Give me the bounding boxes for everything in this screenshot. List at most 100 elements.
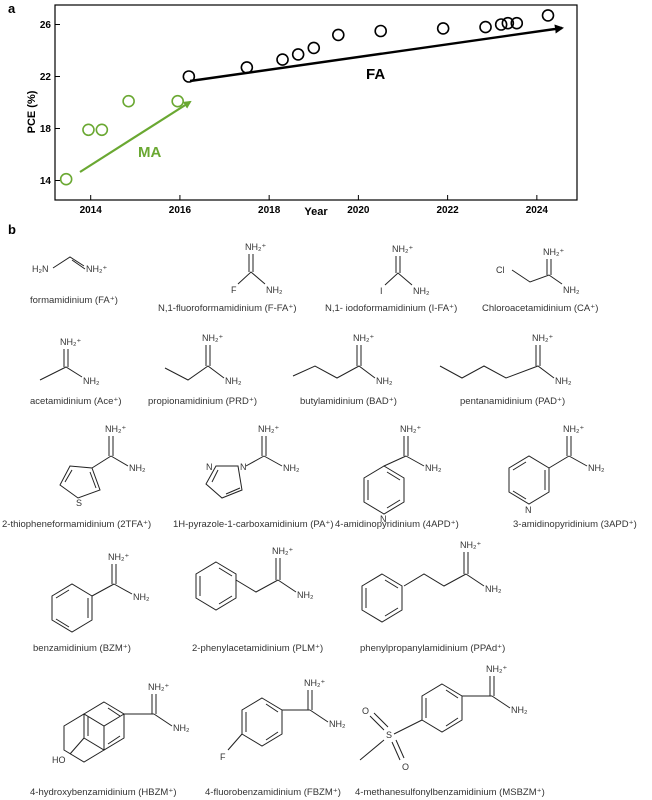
- svg-text:Cl: Cl: [496, 265, 505, 275]
- data-point-ma: [122, 94, 135, 108]
- molecule-pa: NH₂⁺ NH₂ N N 1H-pyrazole-1-carboxamidini…: [173, 424, 334, 530]
- svg-text:I: I: [380, 286, 383, 296]
- molecule-name-fa: formamidinium (FA⁺): [30, 295, 118, 306]
- svg-text:NH₂⁺: NH₂⁺: [304, 678, 325, 688]
- data-point-fa: [436, 22, 450, 35]
- data-point-ma: [82, 123, 95, 137]
- molecule-3apd: NH₂⁺ NH₂ N 3-amidinopyridinium (3APD⁺): [508, 424, 637, 530]
- molecule-name-prd: propionamidinium (PRD⁺): [148, 396, 257, 407]
- data-point-ma: [95, 123, 109, 137]
- ma-trend-arrow: [79, 100, 192, 173]
- svg-text:S: S: [386, 730, 392, 740]
- svg-text:NH₂⁺: NH₂⁺: [202, 333, 223, 343]
- molecule-ca: NH₂⁺ Cl NH₂ Chloroacetamidinium (CA⁺): [482, 247, 598, 314]
- svg-text:NH₂⁺: NH₂⁺: [258, 424, 279, 434]
- data-points: [59, 9, 555, 186]
- molecule-name-bad: butylamidinium (BAD⁺): [300, 396, 397, 407]
- svg-text:NH₂: NH₂: [225, 376, 242, 386]
- data-point-fa: [374, 24, 387, 38]
- molecule-name-ifa: N,1- iodoformamidinium (I-FA⁺): [325, 303, 457, 314]
- molecule-pad: NH₂⁺ NH₂ pentanamidinium (PAD⁺): [439, 333, 572, 407]
- data-point-fa: [307, 41, 321, 55]
- svg-text:N: N: [240, 462, 247, 472]
- svg-text:H₂N: H₂N: [32, 264, 49, 274]
- data-point-ma: [171, 94, 184, 108]
- molecule-ffa: NH₂⁺ F NH₂ N,1-fluoroformamidinium (F-FA…: [158, 242, 297, 314]
- x-tick-label: 2024: [526, 205, 549, 216]
- svg-text:NH₂⁺: NH₂⁺: [532, 333, 553, 343]
- molecule-name-ca: Chloroacetamidinium (CA⁺): [482, 303, 598, 314]
- molecule-prd: NH₂⁺ NH₂ propionamidinium (PRD⁺): [148, 333, 257, 407]
- x-tick-label: 2014: [80, 205, 103, 216]
- molecule-name-tfa: 2-thiopheneformamidinium (2TFA⁺): [2, 519, 151, 530]
- svg-text:NH₂: NH₂: [425, 463, 442, 473]
- svg-text:O: O: [402, 762, 409, 772]
- fa-annotation: FA: [366, 66, 385, 83]
- svg-text:NH₂: NH₂: [283, 463, 300, 473]
- molecule-fbzm: NH₂⁺ NH₂ F 4-fluorobenzamidinium (FBZM⁺): [205, 678, 346, 798]
- svg-text:NH₂: NH₂: [588, 463, 605, 473]
- svg-text:N: N: [206, 462, 213, 472]
- molecule-4apd: NH₂⁺ NH₂ N 4-amidinopyridinium (4APD⁺): [335, 424, 459, 530]
- x-tick-label: 2018: [258, 205, 281, 216]
- svg-text:N: N: [525, 505, 532, 515]
- svg-text:NH₂⁺: NH₂⁺: [86, 264, 107, 274]
- x-axis-title: Year: [304, 206, 328, 218]
- molecule-fa: H₂N NH₂⁺ formamidinium (FA⁺): [30, 256, 118, 306]
- molecule-ifa: NH₂⁺ I NH₂ N,1- iodoformamidinium (I-FA⁺…: [325, 244, 457, 314]
- x-tick-label: 2016: [169, 205, 192, 216]
- svg-text:NH₂⁺: NH₂⁺: [148, 682, 169, 692]
- y-tick-label: 26: [40, 20, 52, 31]
- molecule-name-ffa: N,1-fluoroformamidinium (F-FA⁺): [158, 303, 297, 314]
- svg-text:NH₂: NH₂: [555, 376, 572, 386]
- data-point-fa: [182, 70, 196, 83]
- data-point-fa: [494, 18, 508, 31]
- molecule-name-ppad: phenylpropanylamidinium (PPAd⁺): [360, 643, 505, 654]
- svg-text:NH₂: NH₂: [329, 719, 346, 729]
- data-point-fa: [291, 48, 305, 61]
- svg-text:NH₂: NH₂: [266, 285, 283, 295]
- svg-text:NH₂: NH₂: [297, 590, 314, 600]
- svg-text:NH₂: NH₂: [133, 592, 150, 602]
- svg-text:NH₂⁺: NH₂⁺: [486, 664, 507, 674]
- data-point-fa: [501, 16, 515, 30]
- svg-text:NH₂⁺: NH₂⁺: [563, 424, 584, 434]
- svg-text:NH₂⁺: NH₂⁺: [392, 244, 413, 254]
- svg-text:NH₂⁺: NH₂⁺: [543, 247, 564, 257]
- x-axis: 2014 2016 2018 2020 2022 2024: [80, 195, 549, 216]
- x-tick-label: 2022: [436, 205, 459, 216]
- y-axis: 14 18 22 26: [40, 20, 60, 187]
- fa-trend-arrow: [189, 24, 564, 83]
- pce-chart: 2014 2016 2018 2020 2022 2024 14 18 22 26 Year P…: [26, 4, 578, 218]
- molecule-msbzm: NH₂⁺ NH₂ S O O 4-methanesulfonylbenzamid…: [355, 664, 545, 798]
- data-point-fa: [240, 61, 254, 74]
- svg-text:NH₂: NH₂: [376, 376, 393, 386]
- data-point-fa: [510, 16, 524, 30]
- svg-text:NH₂⁺: NH₂⁺: [60, 337, 81, 347]
- svg-text:F: F: [220, 752, 226, 762]
- svg-text:F: F: [231, 285, 237, 295]
- svg-text:NH₂: NH₂: [485, 584, 502, 594]
- y-axis-title: PCE (%): [26, 90, 38, 133]
- data-point-fa: [479, 20, 492, 34]
- data-point-fa: [541, 9, 555, 22]
- molecule-bzm: NH₂⁺ NH₂ benzamidinium (BZM⁺): [33, 552, 150, 654]
- y-tick-label: 18: [40, 124, 52, 135]
- x-tick-label: 2020: [347, 205, 370, 216]
- svg-text:NH₂: NH₂: [129, 463, 146, 473]
- molecule-name-bzm: benzamidinium (BZM⁺): [33, 643, 131, 654]
- molecule-bad: NH₂⁺ NH₂ butylamidinium (BAD⁺): [292, 333, 397, 407]
- molecule-plm: NH₂⁺ NH₂ 2-phenylacetamidinium (PLM⁺): [192, 546, 323, 654]
- molecule-name-fbzm: 4-fluorobenzamidinium (FBZM⁺): [205, 787, 341, 798]
- svg-text:N: N: [380, 514, 387, 524]
- svg-text:NH₂: NH₂: [563, 285, 580, 295]
- molecule-name-msbzm: 4-methanesulfonylbenzamidinium (MSBZM⁺): [355, 787, 545, 798]
- data-point-fa: [332, 28, 345, 42]
- panel-a-label: a: [8, 1, 16, 16]
- svg-text:HO: HO: [52, 755, 66, 765]
- molecule-name-pad: pentanamidinium (PAD⁺): [460, 396, 565, 407]
- molecule-tfa: NH₂⁺ NH₂ S 2-thiopheneformamidinium (2TF…: [2, 424, 151, 530]
- molecule-ace: NH₂⁺ NH₂ acetamidinium (Ace⁺): [30, 337, 122, 407]
- svg-text:NH₂⁺: NH₂⁺: [460, 540, 481, 550]
